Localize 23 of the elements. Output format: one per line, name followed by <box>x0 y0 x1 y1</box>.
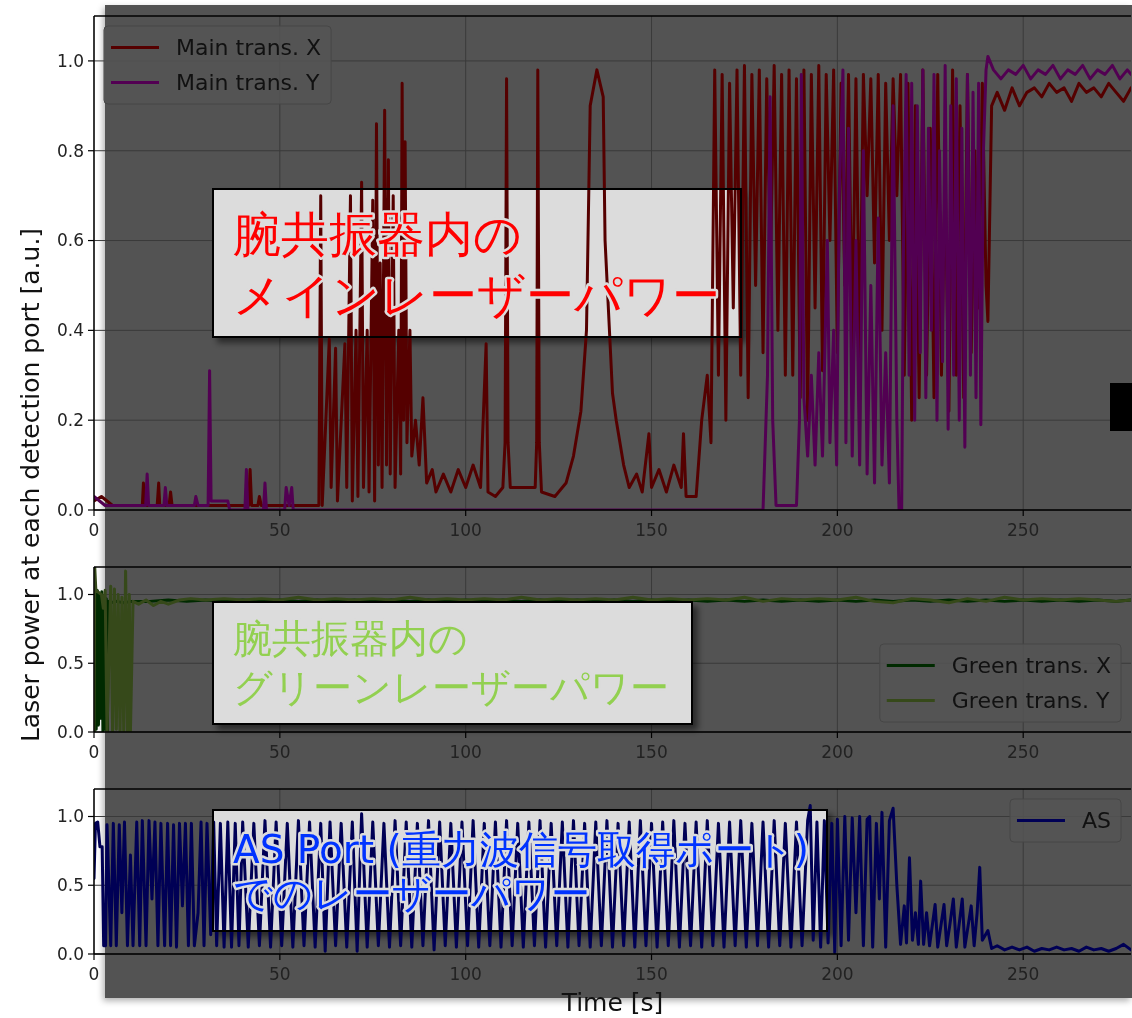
y-tick-label: 0.4 <box>56 320 84 341</box>
y-tick-label: 1.0 <box>56 584 84 605</box>
y-tick-label: 0.5 <box>56 653 84 674</box>
legend-label: AS <box>1081 808 1111 834</box>
legend-label: Main trans. Y <box>176 70 321 96</box>
legend-label: Green trans. X <box>951 653 1111 679</box>
annotation: 腕共振器内の <box>233 616 468 661</box>
y-tick-label: 0.0 <box>56 943 84 964</box>
legend-label: Green trans. Y <box>951 688 1110 714</box>
x-tick-label: 0 <box>88 520 100 540</box>
annotation: グリーンレーザーパワー <box>233 665 669 710</box>
y-tick-label: 0.6 <box>56 230 84 251</box>
y-tick-label: 1.0 <box>56 806 84 827</box>
legend-label: Main trans. X <box>176 35 322 61</box>
y-tick-label: 0.0 <box>56 721 84 742</box>
y-axis-title: Laser power at each detection port [a.u.] <box>15 227 45 743</box>
y-tick-label: 1.0 <box>56 50 84 71</box>
y-tick-label: 0.8 <box>56 140 84 161</box>
x-tick-label: 0 <box>88 964 100 984</box>
y-tick-label: 0.0 <box>56 499 84 520</box>
x-tick-label: 0 <box>88 742 100 762</box>
y-tick-label: 0.2 <box>56 410 84 431</box>
y-tick-label: 0.5 <box>56 875 84 896</box>
